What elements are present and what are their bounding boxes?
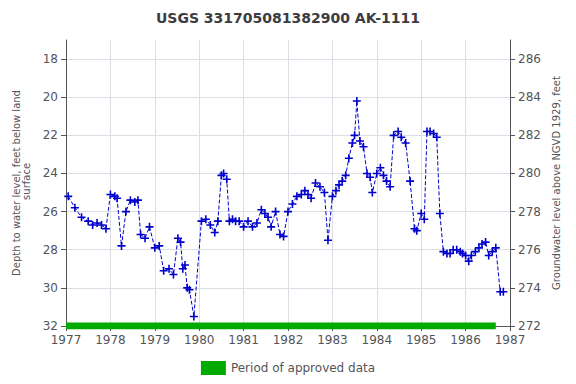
svg-text:278: 278 [518, 205, 541, 219]
svg-text:1983: 1983 [317, 333, 348, 347]
svg-text:280: 280 [518, 166, 541, 180]
svg-text:28: 28 [43, 243, 58, 257]
svg-text:276: 276 [518, 243, 541, 257]
svg-text:24: 24 [43, 166, 58, 180]
svg-text:272: 272 [518, 319, 541, 333]
svg-text:surface: surface [21, 163, 32, 203]
svg-text:20: 20 [43, 90, 58, 104]
svg-text:26: 26 [43, 205, 58, 219]
svg-text:1980: 1980 [184, 333, 215, 347]
svg-text:1978: 1978 [95, 333, 126, 347]
svg-text:USGS 331705081382900 AK-1111: USGS 331705081382900 AK-1111 [156, 10, 420, 26]
svg-text:18: 18 [43, 52, 58, 66]
svg-text:286: 286 [518, 52, 541, 66]
svg-text:1987: 1987 [495, 333, 526, 347]
svg-text:284: 284 [518, 90, 541, 104]
svg-text:1984: 1984 [362, 333, 393, 347]
svg-text:Groundwater level above NGVD 1: Groundwater level above NGVD 1929, feet [551, 76, 562, 290]
svg-text:1977: 1977 [51, 333, 82, 347]
svg-text:Period of approved data: Period of approved data [231, 361, 375, 375]
svg-text:282: 282 [518, 128, 541, 142]
svg-text:1986: 1986 [450, 333, 481, 347]
svg-text:1979: 1979 [140, 333, 171, 347]
svg-text:274: 274 [518, 281, 541, 295]
svg-text:22: 22 [43, 128, 58, 142]
svg-text:1981: 1981 [228, 333, 259, 347]
svg-text:Depth to water level, feet bel: Depth to water level, feet below land [11, 90, 23, 276]
svg-text:30: 30 [43, 281, 58, 295]
svg-text:32: 32 [43, 319, 58, 333]
svg-text:1985: 1985 [406, 333, 437, 347]
svg-text:1982: 1982 [273, 333, 304, 347]
